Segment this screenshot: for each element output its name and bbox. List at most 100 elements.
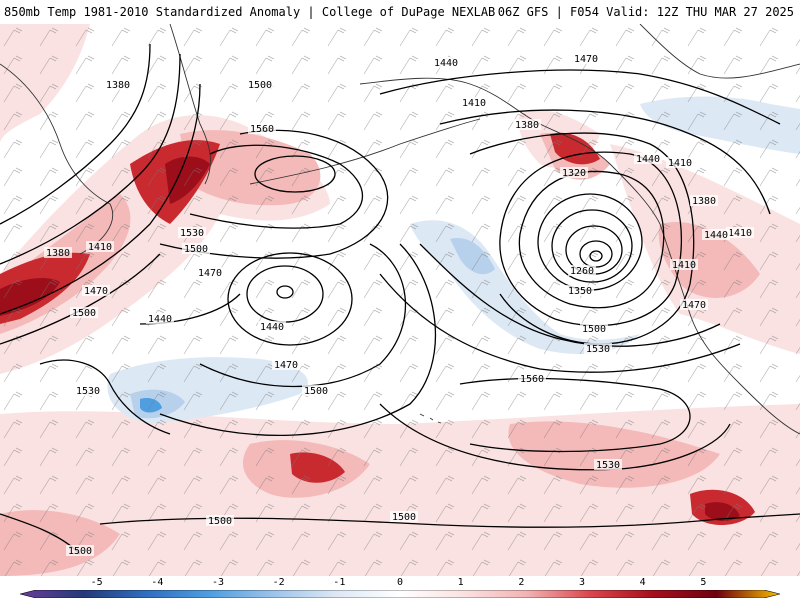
contour-label: 1500 — [248, 80, 272, 91]
contour-label: 1260 — [570, 266, 594, 277]
height-contour-1530-mid — [159, 243, 437, 437]
contour-label: 1410 — [88, 242, 112, 253]
canada-coastline — [639, 24, 800, 79]
contour-label-bg — [518, 373, 546, 384]
contour-label-bg — [272, 359, 300, 370]
height-contour-1530-south — [379, 403, 731, 471]
colorbar-tick-label: -3 — [211, 577, 225, 588]
height-contour-1410 — [439, 109, 771, 215]
contour-label: 1440 — [636, 154, 660, 165]
contour-label: 1410 — [462, 98, 486, 109]
low-contour-1470 — [227, 252, 353, 346]
contour-label-bg — [572, 53, 600, 64]
contour-label-bg — [513, 119, 541, 130]
contour-label-bg — [146, 313, 174, 324]
height-contour-west-1470 — [0, 83, 201, 315]
contour-label: 1500 — [582, 324, 606, 335]
height-contour-1560 — [459, 377, 691, 453]
contour-label-bg — [302, 385, 330, 396]
contour-label: 1470 — [198, 268, 222, 279]
contour-label: 1560 — [250, 124, 274, 135]
contour-label-bg — [666, 157, 694, 168]
contour-label: 1410 — [728, 228, 752, 239]
contour-label: 1380 — [106, 80, 130, 91]
map-header: 850mb Temp 1981-2010 Standardized Anomal… — [0, 0, 800, 24]
contour-label: 1500 — [68, 546, 92, 557]
contour-label: 1320 — [562, 168, 586, 179]
colorbar-tick-label: 1 — [457, 577, 464, 588]
contour-label: 1470 — [682, 300, 706, 311]
contour-label: 1440 — [434, 58, 458, 69]
contour-label-bg — [634, 153, 662, 164]
colorbar-tick-label: 2 — [518, 577, 525, 588]
contour-label: 1440 — [704, 230, 728, 241]
contour-label-bg — [390, 511, 418, 522]
contour-label-bg — [206, 515, 234, 526]
contour-label-bg — [44, 247, 72, 258]
contour-label-bg — [74, 385, 102, 396]
colorbar-tick-label: -4 — [151, 577, 164, 588]
map-title: 850mb Temp 1981-2010 Standardized Anomal… — [4, 5, 496, 19]
contour-label-bg — [580, 323, 608, 334]
contour-label: 1380 — [515, 120, 539, 131]
contour-label: 1380 — [692, 196, 716, 207]
contour-label-bg — [66, 545, 94, 556]
height-contour-1500 — [419, 243, 721, 347]
height-contour-west-1380 — [0, 43, 151, 225]
contour-label: 1530 — [596, 460, 620, 471]
low-contour-1440 — [276, 285, 294, 299]
contour-label: 1500 — [304, 386, 328, 397]
contour-label-bg — [460, 97, 488, 108]
contour-label-bg — [584, 343, 612, 354]
contour-label: 1380 — [46, 248, 70, 259]
height-contour-west-1500 — [0, 253, 161, 345]
asia-coastline — [0, 63, 114, 255]
contour-label: 1560 — [520, 374, 544, 385]
colorbar-tick-label: -2 — [272, 577, 285, 588]
contour-label-bg — [560, 167, 588, 178]
contour-label: 1470 — [274, 360, 298, 371]
height-contour-1530-west — [189, 144, 364, 229]
colorbar-strip — [19, 590, 781, 598]
contour-label-bg — [248, 123, 276, 134]
contour-label: 1470 — [84, 286, 108, 297]
wind-barbs-layer — [0, 24, 800, 576]
contour-label: 1500 — [392, 512, 416, 523]
contour-label-bg — [690, 195, 718, 206]
aleutian-chain — [249, 118, 481, 185]
contour-label: 1500 — [184, 244, 208, 255]
height-contour-1530 — [379, 273, 741, 373]
contour-label-bg — [70, 307, 98, 318]
colorbar: -5 -4 -3 -2 -1 0 1 2 3 4 5 — [0, 576, 800, 600]
colorbar-tick-label: 4 — [639, 577, 646, 588]
height-contour-1500-mid — [199, 243, 407, 388]
colorbar-tick-label: 3 — [578, 577, 586, 588]
contour-label-bg — [670, 259, 698, 270]
contour-label-bg — [568, 265, 596, 276]
model-run-info: 06Z GFS | F054 Valid: 12Z THU MAR 27 202… — [497, 5, 794, 19]
contour-label-bg — [182, 243, 210, 254]
contour-label: 1500 — [208, 516, 232, 527]
contour-label-bg — [594, 459, 622, 470]
contour-label-bg — [432, 57, 460, 68]
contour-label-bg — [82, 285, 110, 296]
contour-label-bg — [196, 267, 224, 278]
contour-label-bg — [566, 285, 594, 296]
colorbar-tick-label: 5 — [700, 577, 707, 588]
hawaii-islands — [419, 413, 442, 424]
height-contour-west-1410 — [0, 53, 181, 265]
contour-label: 1470 — [574, 54, 598, 65]
contour-label: 1350 — [568, 286, 592, 297]
height-contour-1500-south — [99, 513, 800, 528]
contour-label-bg — [86, 241, 114, 252]
colorbar-tick-label: 0 — [396, 577, 404, 588]
contour-label: 1440 — [148, 314, 172, 325]
contour-label: 1440 — [260, 322, 284, 333]
contour-label: 1410 — [672, 260, 696, 271]
colorbar-tick-label: -1 — [333, 577, 346, 588]
colorbar-tick-label: -5 — [90, 577, 103, 588]
height-contour-1440 — [379, 69, 781, 125]
contour-label-bg — [178, 227, 206, 238]
contour-label: 1530 — [586, 344, 610, 355]
contour-label-bg — [702, 229, 730, 240]
